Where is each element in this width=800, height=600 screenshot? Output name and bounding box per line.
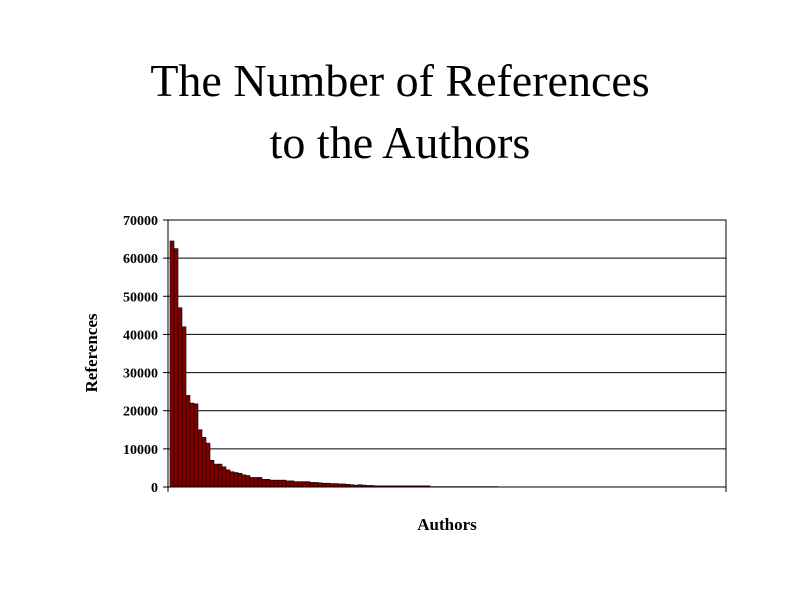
bar [261,479,267,488]
bar [269,479,275,488]
bar [317,482,323,488]
bar [201,437,207,488]
bar [193,403,199,488]
bar [301,481,307,488]
bar [181,326,187,488]
bar [297,481,303,488]
bar [205,442,211,488]
bar [185,395,191,488]
bar [229,471,235,488]
chart-title-line-1: The Number of References [150,55,650,106]
bar [237,472,243,488]
bar [221,466,227,488]
x-axis-label: Authors [417,515,477,534]
bar [309,482,315,488]
bar [329,483,335,488]
bar [173,248,179,488]
bar [225,469,231,488]
y-tick-label: 40000 [123,328,158,343]
bar [241,474,247,488]
y-tick-label: 30000 [123,367,158,382]
y-tick-label: 10000 [123,443,158,458]
bar [249,477,255,488]
bar [253,477,259,488]
bar [217,463,223,488]
y-axis-label: References [82,313,101,392]
bar [265,479,271,488]
plot-area [167,219,727,488]
y-tick-label: 60000 [123,252,158,267]
y-tick-label: 20000 [123,405,158,420]
bar [321,482,327,488]
bar [313,482,319,488]
bar [293,481,299,488]
bar [197,429,203,488]
bar [333,483,339,488]
bar [273,479,279,488]
bar [285,480,291,488]
bar [189,402,195,488]
bar [281,479,287,488]
bar [257,477,263,488]
bar [233,472,239,488]
y-tick-label: 70000 [123,214,158,229]
bar [169,240,175,488]
bar [213,463,219,488]
chart-title: The Number of References to the Authors [0,50,800,174]
bar [245,475,251,488]
y-tick-label: 50000 [123,290,158,305]
chart-title-line-2: to the Authors [269,117,531,168]
bar [289,480,295,488]
bar [177,307,183,488]
bar [305,481,311,488]
bar [325,482,331,488]
bar [209,459,215,488]
y-tick-label: 0 [151,481,158,496]
bar [277,479,283,488]
